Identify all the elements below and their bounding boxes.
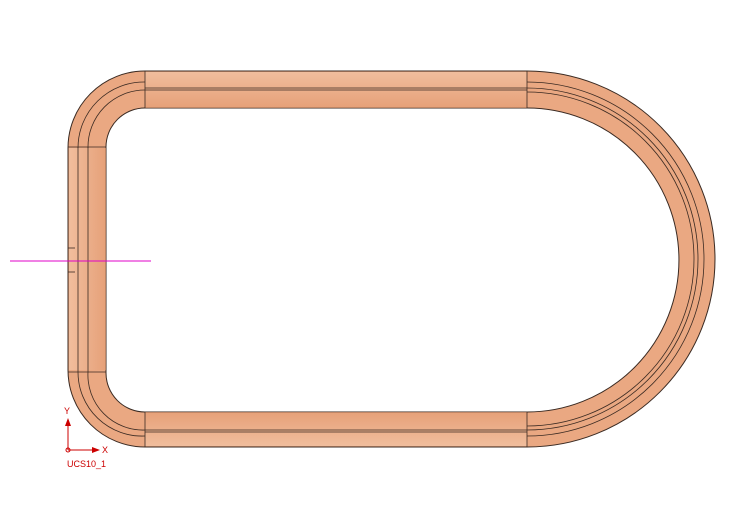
ucs-x-label: X [102,445,108,455]
edge-lines [68,71,705,447]
ucs-name-label: UCS10_1 [67,459,106,469]
frame-body[interactable] [67,70,716,448]
left-band [69,148,106,370]
bottom-band [145,412,527,446]
ucs-triad-icon[interactable] [65,418,100,453]
ucs-y-label: Y [64,406,70,416]
